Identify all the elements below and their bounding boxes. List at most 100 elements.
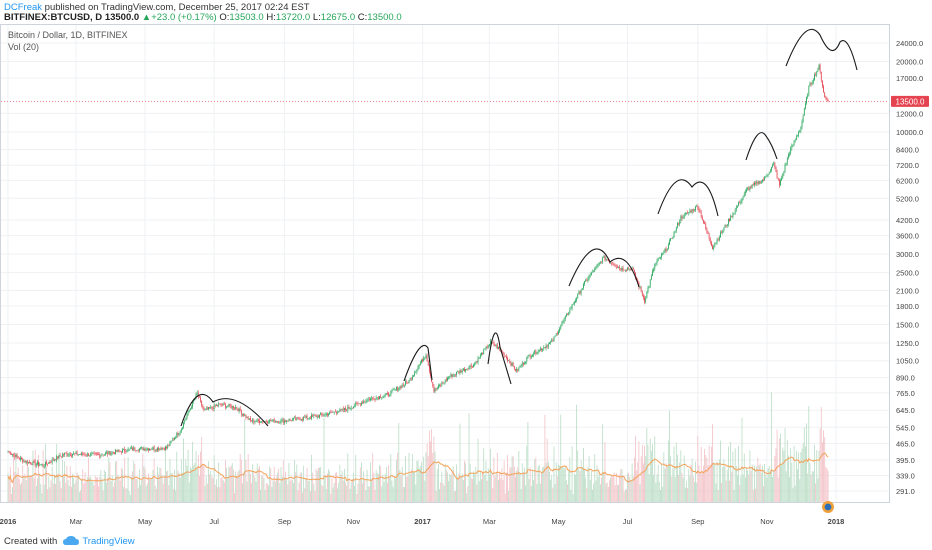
publish-line: DCFreak published on TradingView.com, De… xyxy=(4,2,310,13)
y-tick-label: 8400.0 xyxy=(896,146,919,155)
candle-body xyxy=(619,267,621,269)
volume-bar xyxy=(396,459,397,502)
volume-bar xyxy=(535,457,537,502)
candle-body xyxy=(254,421,256,423)
volume-bar xyxy=(308,480,310,502)
candle-body xyxy=(553,336,555,341)
candle-body xyxy=(110,453,112,455)
candle-body xyxy=(170,441,172,442)
price-chart[interactable]: 291.0339.0395.0465.0545.0645.0765.0890.0… xyxy=(0,24,932,532)
candle-body xyxy=(460,370,462,373)
volume-bar xyxy=(240,459,242,502)
candle-body xyxy=(92,452,94,454)
volume-bar xyxy=(435,490,437,502)
volume-bar xyxy=(739,484,741,502)
volume-bar xyxy=(759,463,761,502)
candle-body xyxy=(698,208,700,211)
volume-bar xyxy=(520,489,522,502)
candle-body xyxy=(571,304,573,309)
price-axis[interactable]: 291.0339.0395.0465.0545.0645.0765.0890.0… xyxy=(896,39,923,496)
volume-bar xyxy=(645,456,647,502)
volume-bar xyxy=(376,472,378,502)
volume-bar xyxy=(278,468,280,502)
candle-body xyxy=(52,459,54,461)
candle-body xyxy=(115,449,117,454)
volume-bar xyxy=(593,483,595,502)
candle-body xyxy=(14,454,16,458)
candle-body xyxy=(361,402,362,405)
candle-body xyxy=(178,433,180,435)
volume-bar xyxy=(68,485,70,502)
candle-body xyxy=(132,447,133,451)
candle-body xyxy=(458,371,460,374)
candle-body xyxy=(413,375,414,377)
candle-body xyxy=(812,80,814,83)
volume-bar xyxy=(681,472,683,502)
open-label: O: xyxy=(219,12,230,23)
candle-body xyxy=(505,356,507,359)
candle-body xyxy=(789,153,790,155)
candle-body xyxy=(94,453,96,454)
y-tick-label: 395.0 xyxy=(896,456,915,465)
volume-bar xyxy=(30,474,32,502)
volume-bar xyxy=(501,468,503,502)
volume-bar xyxy=(242,483,243,502)
volume-bar xyxy=(321,484,323,502)
volume-bar xyxy=(465,463,467,502)
candle-body xyxy=(298,417,300,420)
volume-bar xyxy=(363,471,365,502)
volume-bar xyxy=(17,467,19,502)
volume-bar xyxy=(25,480,27,502)
volume-bar xyxy=(764,464,766,502)
candle-body xyxy=(230,405,232,408)
candle-body xyxy=(137,450,139,452)
volume-bar xyxy=(85,482,87,502)
candle-body xyxy=(66,453,68,456)
volume-bar xyxy=(246,481,248,502)
candle-body xyxy=(807,94,809,97)
volume-bar xyxy=(196,467,198,502)
volume-bar xyxy=(283,477,285,502)
time-axis[interactable]: 2016 Mar May Jul Sep Nov 2017 Mar May Jul Sep Nov 20… xyxy=(0,517,844,526)
volume-bar xyxy=(12,487,13,502)
candle-body xyxy=(144,448,146,451)
volume-bar xyxy=(366,469,368,502)
chart-header: DCFreak published on TradingView.com, De… xyxy=(4,0,928,23)
candle-body xyxy=(212,407,214,409)
candle-body xyxy=(168,445,170,447)
candle-body xyxy=(10,454,12,455)
volume-bar xyxy=(183,438,184,502)
volume-bar xyxy=(680,450,682,502)
volume-bar xyxy=(441,472,443,502)
volume-bar xyxy=(459,423,461,502)
candle-body xyxy=(669,240,670,245)
volume-bar xyxy=(333,482,335,502)
candle-body xyxy=(761,179,763,182)
volume-bar xyxy=(747,470,749,502)
candle-body xyxy=(430,371,431,376)
volume-bar xyxy=(282,460,284,502)
volume-bar xyxy=(126,488,128,502)
candle-body xyxy=(108,451,110,455)
candle-body xyxy=(158,447,160,450)
volume-bar xyxy=(464,460,465,502)
candle-body xyxy=(686,212,687,214)
candle-body xyxy=(573,302,575,305)
volume-bar xyxy=(382,475,384,502)
candle-body xyxy=(290,420,292,422)
candle-body xyxy=(125,451,127,453)
volume-bar xyxy=(584,468,585,502)
candle-body xyxy=(696,206,698,208)
volume-bar xyxy=(64,461,66,502)
candle-body xyxy=(312,415,314,417)
volume-bar xyxy=(95,477,97,502)
candle-body xyxy=(629,268,631,270)
volume-bar xyxy=(521,463,523,502)
candle-body xyxy=(103,454,105,456)
volume-bar xyxy=(537,466,539,502)
candle-body xyxy=(247,416,249,420)
volume-bar xyxy=(714,463,716,502)
volume-bar xyxy=(315,468,317,502)
author-link[interactable]: DCFreak xyxy=(4,2,43,13)
tradingview-brand[interactable]: TradingView xyxy=(82,535,135,547)
